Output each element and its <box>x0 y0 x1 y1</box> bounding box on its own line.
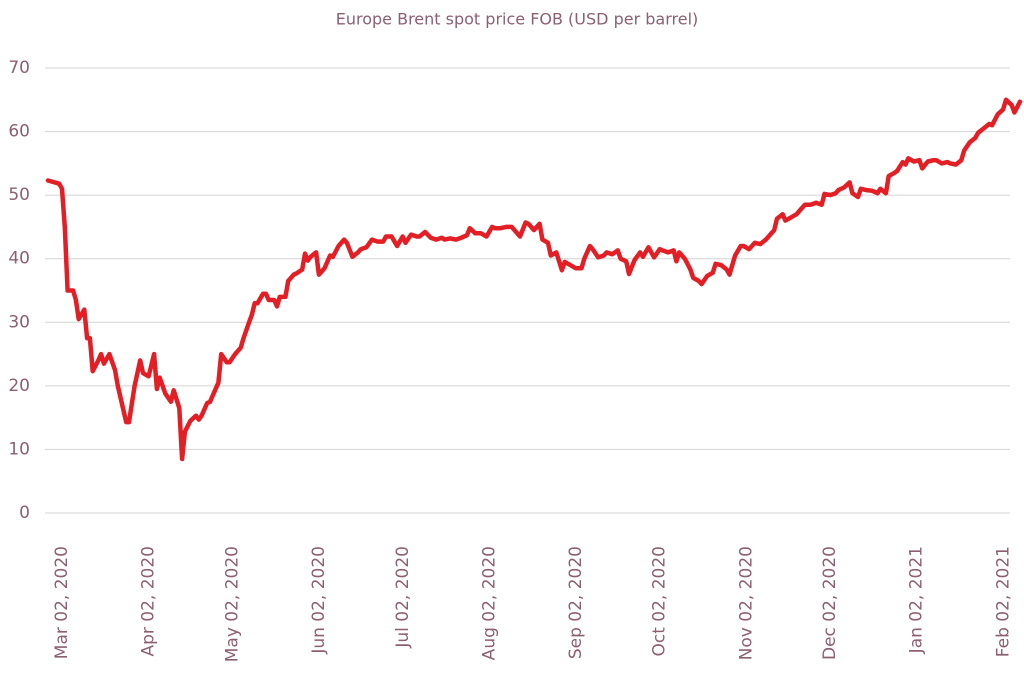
x-tick-label: Mar 02, 2020 <box>52 546 72 659</box>
x-tick-label: Nov 02, 2020 <box>736 546 756 660</box>
chart-title: Europe Brent spot price FOB (USD per bar… <box>336 10 699 29</box>
x-tick-label: Jul 02, 2020 <box>393 546 413 649</box>
y-tick-label: 0 <box>19 503 30 523</box>
x-tick-label: May 02, 2020 <box>222 546 242 662</box>
x-tick-label: Jan 02, 2021 <box>907 546 927 654</box>
y-tick-label: 70 <box>8 58 30 78</box>
y-tick-label: 50 <box>8 185 30 205</box>
x-tick-label: Dec 02, 2020 <box>820 546 840 660</box>
x-tick-label: Feb 02, 2021 <box>993 546 1013 657</box>
x-tick-label: Oct 02, 2020 <box>650 546 670 657</box>
y-tick-label: 20 <box>8 376 30 396</box>
y-tick-label: 40 <box>8 249 30 269</box>
y-tick-label: 60 <box>8 122 30 142</box>
price-line <box>45 97 1023 462</box>
x-tick-label: Sep 02, 2020 <box>566 546 586 659</box>
x-tick-label: Apr 02, 2020 <box>139 546 159 657</box>
x-tick-label: Aug 02, 2020 <box>479 546 499 660</box>
y-tick-label: 30 <box>8 312 30 332</box>
y-tick-label: 10 <box>8 439 30 459</box>
x-tick-label: Jun 02, 2020 <box>309 546 329 655</box>
